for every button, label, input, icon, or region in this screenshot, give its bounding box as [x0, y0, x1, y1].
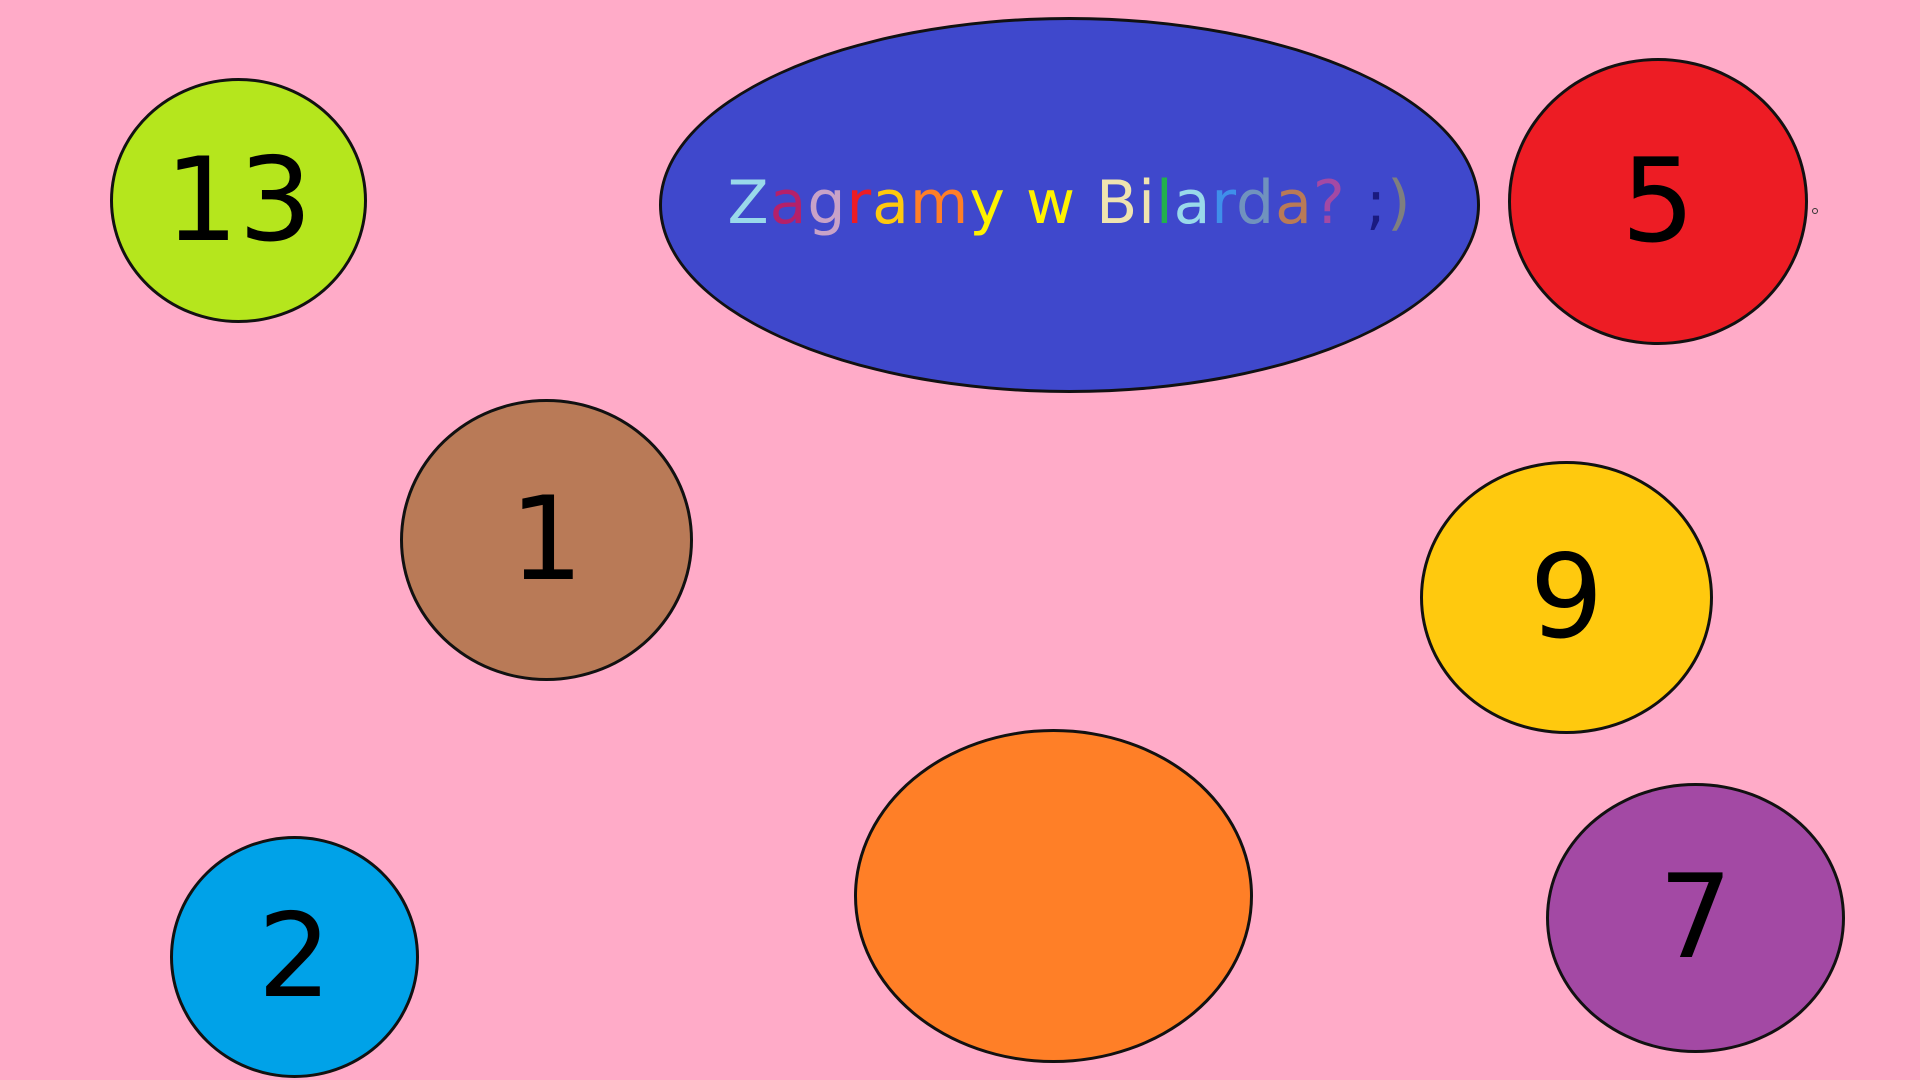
- title-letter: [1346, 168, 1366, 238]
- ball-number: 2: [257, 889, 332, 1024]
- ball-2[interactable]: 2: [170, 836, 419, 1078]
- title-letter: y: [969, 168, 1006, 238]
- title-letter: m: [909, 168, 970, 238]
- ball-5[interactable]: 5: [1508, 58, 1808, 345]
- title-letter: a: [769, 168, 808, 238]
- title-letter: ;: [1365, 168, 1388, 238]
- stray-dot-mark: [1812, 208, 1818, 214]
- title-letter: Z: [727, 168, 770, 238]
- title-letter: d: [1236, 168, 1276, 238]
- ball-number: 7: [1658, 850, 1733, 985]
- title-letter: B: [1096, 168, 1139, 238]
- ball-7[interactable]: 7: [1546, 783, 1845, 1053]
- title-letter: l: [1155, 168, 1174, 238]
- title-letter: i: [1138, 168, 1156, 238]
- title-letter: a: [1275, 168, 1313, 238]
- title-letter: [1006, 168, 1026, 238]
- ball-9[interactable]: 9: [1420, 461, 1713, 734]
- ball-number: 9: [1529, 529, 1604, 665]
- ball-1[interactable]: 1: [400, 399, 693, 681]
- title-letter: [1076, 168, 1096, 238]
- ball-13[interactable]: 13: [110, 78, 367, 323]
- title-letter: ?: [1312, 168, 1346, 238]
- title-letter: r: [1211, 168, 1237, 238]
- title-letter: ): [1387, 168, 1412, 238]
- title-letter: g: [807, 168, 847, 238]
- title-letter: a: [872, 168, 910, 238]
- ball-blank[interactable]: [854, 729, 1253, 1063]
- title-letter: w: [1025, 168, 1077, 238]
- ball-number: 13: [164, 132, 313, 268]
- title-letter: a: [1173, 168, 1212, 238]
- ball-number: 5: [1621, 133, 1695, 269]
- title-text: Zagramy w Bilarda? ;): [727, 168, 1411, 238]
- title-oval-button[interactable]: Zagramy w Bilarda? ;): [659, 17, 1480, 393]
- title-letter: r: [846, 168, 873, 238]
- ball-number: 1: [509, 472, 584, 607]
